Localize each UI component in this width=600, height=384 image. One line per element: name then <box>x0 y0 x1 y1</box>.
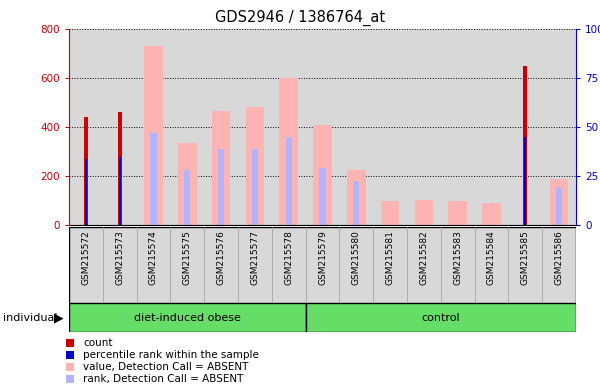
Text: GSM215573: GSM215573 <box>115 230 124 285</box>
Text: GSM215585: GSM215585 <box>521 230 530 285</box>
Text: individual: individual <box>3 313 58 323</box>
Bar <box>118 112 122 225</box>
Bar <box>353 180 359 225</box>
Bar <box>245 107 264 225</box>
Bar <box>415 200 433 225</box>
Bar <box>347 170 365 225</box>
Text: percentile rank within the sample: percentile rank within the sample <box>83 350 259 360</box>
Bar <box>381 201 400 225</box>
Bar <box>524 137 526 225</box>
Text: value, Detection Call = ABSENT: value, Detection Call = ABSENT <box>83 362 248 372</box>
Bar <box>212 111 230 225</box>
Text: GSM215572: GSM215572 <box>82 230 91 285</box>
Text: GSM215583: GSM215583 <box>453 230 462 285</box>
Bar <box>84 117 88 225</box>
Text: control: control <box>421 313 460 323</box>
Bar <box>313 126 332 225</box>
Text: GSM215576: GSM215576 <box>217 230 226 285</box>
Bar <box>85 159 87 225</box>
Text: GSM215575: GSM215575 <box>183 230 192 285</box>
FancyBboxPatch shape <box>69 303 305 332</box>
Text: GDS2946 / 1386764_at: GDS2946 / 1386764_at <box>215 10 385 26</box>
Bar <box>144 46 163 225</box>
Bar <box>286 137 292 225</box>
Text: GSM215584: GSM215584 <box>487 230 496 285</box>
Text: rank, Detection Call = ABSENT: rank, Detection Call = ABSENT <box>83 374 244 384</box>
FancyBboxPatch shape <box>69 227 576 303</box>
Text: GSM215586: GSM215586 <box>554 230 563 285</box>
Text: GSM215574: GSM215574 <box>149 230 158 285</box>
Bar <box>448 201 467 225</box>
Bar <box>178 142 197 225</box>
Bar <box>119 157 121 225</box>
Bar <box>319 168 326 225</box>
Bar <box>184 170 190 225</box>
Bar <box>218 149 224 225</box>
Bar <box>252 149 258 225</box>
Bar <box>280 78 298 225</box>
Bar <box>151 133 157 225</box>
Text: GSM215582: GSM215582 <box>419 230 428 285</box>
Text: GSM215578: GSM215578 <box>284 230 293 285</box>
Text: ▶: ▶ <box>54 311 64 324</box>
Bar <box>523 66 527 225</box>
Bar <box>482 203 501 225</box>
Text: count: count <box>83 338 112 348</box>
Bar <box>550 179 568 225</box>
Text: GSM215581: GSM215581 <box>386 230 395 285</box>
Text: GSM215580: GSM215580 <box>352 230 361 285</box>
Bar <box>556 187 562 225</box>
Text: diet-induced obese: diet-induced obese <box>134 313 241 323</box>
Text: GSM215579: GSM215579 <box>318 230 327 285</box>
FancyBboxPatch shape <box>305 303 576 332</box>
Text: GSM215577: GSM215577 <box>250 230 259 285</box>
